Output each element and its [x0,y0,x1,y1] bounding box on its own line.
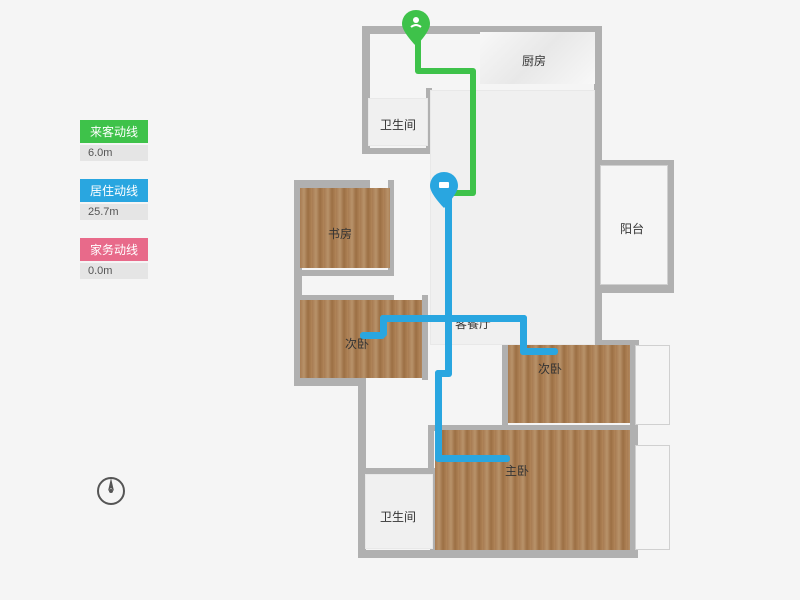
legend-visitor: 来客动线 6.0m [80,120,148,161]
marker-visitor [402,10,430,46]
legend-visitor-value: 6.0m [80,145,148,161]
path-living [445,195,452,320]
path-living [435,370,442,460]
legend-living-label: 居住动线 [80,179,148,202]
room-master [435,430,630,550]
path-living [445,315,452,375]
wall [362,148,432,154]
marker-living [430,172,458,208]
legend-living: 居住动线 25.7m [80,179,148,220]
room-label-master: 主卧 [505,462,529,479]
compass-icon [95,475,127,512]
path-living [445,315,527,322]
path-visitor [415,68,475,74]
room-living [430,90,595,345]
room-label-study: 书房 [328,225,352,242]
room-label-bath1: 卫生间 [380,116,416,133]
wall [594,26,602,86]
room-balcony2 [635,345,670,425]
room-bed2b [508,345,630,423]
path-living [435,455,510,462]
path-living [380,315,450,322]
path-living [520,348,558,355]
wall [294,270,394,276]
room-label-kitchen: 厨房 [522,52,546,69]
legend: 来客动线 6.0m 居住动线 25.7m 家务动线 0.0m [80,120,148,297]
room-label-balcony1: 阳台 [620,220,644,237]
legend-living-value: 25.7m [80,204,148,220]
room-label-bed2b: 次卧 [538,360,562,377]
legend-chore: 家务动线 0.0m [80,238,148,279]
path-living [360,332,385,339]
wall [358,550,638,558]
legend-chore-value: 0.0m [80,263,148,279]
legend-visitor-label: 来客动线 [80,120,148,143]
wall [362,26,370,94]
room-balcony3 [635,445,670,550]
wall [294,378,362,386]
room-label-bath2: 卫生间 [380,508,416,525]
floorplan: 厨房卫生间客餐厅阳台书房次卧次卧主卧卫生间 [280,20,680,580]
legend-chore-label: 家务动线 [80,238,148,261]
wall [594,285,674,293]
path-visitor [470,68,476,196]
wall [294,180,370,188]
wall [422,295,428,380]
